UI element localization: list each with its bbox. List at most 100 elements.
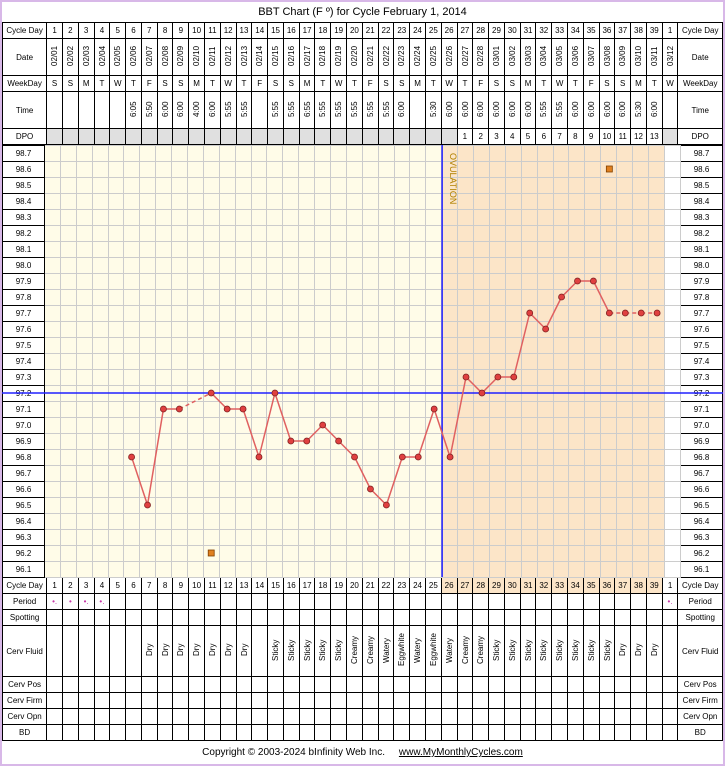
date-cell: 03/06 bbox=[567, 39, 583, 76]
cf-cell: Sticky bbox=[299, 626, 315, 677]
date-cell: 02/27 bbox=[457, 39, 473, 76]
copn-cell bbox=[378, 709, 394, 725]
cfirm-cell bbox=[283, 693, 299, 709]
dpo-cell: 4 bbox=[504, 129, 520, 145]
time-cell: 6:00 bbox=[583, 92, 599, 129]
cfirm-cell bbox=[110, 693, 126, 709]
copn-cell bbox=[347, 709, 363, 725]
copn-cell bbox=[141, 709, 157, 725]
cerv-opn-row: Cerv Opn Cerv Opn bbox=[3, 709, 723, 725]
date-cell: 02/23 bbox=[394, 39, 410, 76]
cp-cell bbox=[441, 677, 457, 693]
spotting-cell bbox=[425, 610, 441, 626]
copn-cell bbox=[441, 709, 457, 725]
cycle-day-cell-b: 35 bbox=[583, 578, 599, 594]
weekday-cell: W bbox=[220, 76, 236, 92]
period-cell: •. bbox=[78, 594, 94, 610]
period-cell bbox=[173, 594, 189, 610]
copn-cell bbox=[157, 709, 173, 725]
time-cell bbox=[410, 92, 426, 129]
cycle-day-cell: 30 bbox=[504, 23, 520, 39]
bd-cell bbox=[283, 725, 299, 741]
dpo-cell bbox=[141, 129, 157, 145]
date-cell: 03/07 bbox=[583, 39, 599, 76]
cycle-day-cell: 1 bbox=[662, 23, 678, 39]
cycle-day-cell-b: 12 bbox=[220, 578, 236, 594]
spotting-cell bbox=[552, 610, 568, 626]
weekday-cell: T bbox=[457, 76, 473, 92]
cycle-day-cell-b: 29 bbox=[489, 578, 505, 594]
cfirm-cell bbox=[631, 693, 647, 709]
row-label-cp-r: Cerv Pos bbox=[678, 677, 723, 693]
cf-cell: Dry bbox=[220, 626, 236, 677]
time-cell: 6:00 bbox=[157, 92, 173, 129]
row-label-period: Period bbox=[3, 594, 47, 610]
cfirm-cell bbox=[662, 693, 678, 709]
row-label-spotting: Spotting bbox=[3, 610, 47, 626]
cf-cell bbox=[126, 626, 142, 677]
period-cell: •. bbox=[94, 594, 110, 610]
cycle-day-cell-b: 28 bbox=[473, 578, 489, 594]
dpo-cell bbox=[220, 129, 236, 145]
period-cell bbox=[283, 594, 299, 610]
cycle-day-cell: 26 bbox=[441, 23, 457, 39]
weekday-cell: S bbox=[173, 76, 189, 92]
bd-cell bbox=[220, 725, 236, 741]
bd-cell bbox=[62, 725, 78, 741]
cp-cell bbox=[599, 677, 615, 693]
weekday-cell: M bbox=[189, 76, 205, 92]
cp-cell bbox=[457, 677, 473, 693]
spotting-cell bbox=[615, 610, 631, 626]
bd-cell bbox=[236, 725, 252, 741]
site-link[interactable]: www.MyMonthlyCycles.com bbox=[399, 747, 523, 758]
time-cell bbox=[78, 92, 94, 129]
date-cell: 02/19 bbox=[331, 39, 347, 76]
time-cell: 6:00 bbox=[567, 92, 583, 129]
dpo-cell bbox=[425, 129, 441, 145]
cfirm-cell bbox=[536, 693, 552, 709]
cf-cell: Sticky bbox=[283, 626, 299, 677]
cycle-day-cell-b: 8 bbox=[157, 578, 173, 594]
time-cell: 6:00 bbox=[599, 92, 615, 129]
weekday-cell: S bbox=[489, 76, 505, 92]
cp-cell bbox=[220, 677, 236, 693]
time-cell: 5:55 bbox=[283, 92, 299, 129]
time-cell: 6:00 bbox=[173, 92, 189, 129]
spotting-cell bbox=[489, 610, 505, 626]
dpo-cell bbox=[236, 129, 252, 145]
weekday-cell: S bbox=[157, 76, 173, 92]
period-cell bbox=[347, 594, 363, 610]
date-cell: 02/06 bbox=[126, 39, 142, 76]
dpo-cell: 2 bbox=[473, 129, 489, 145]
plot-grid: 98.798.798.698.698.598.598.498.498.398.3… bbox=[2, 145, 723, 578]
copn-cell bbox=[520, 709, 536, 725]
spotting-cell bbox=[299, 610, 315, 626]
weekday-cell: M bbox=[78, 76, 94, 92]
cf-cell bbox=[110, 626, 126, 677]
cfirm-cell bbox=[220, 693, 236, 709]
period-cell bbox=[299, 594, 315, 610]
cp-cell bbox=[94, 677, 110, 693]
spotting-cell bbox=[394, 610, 410, 626]
cycle-day-cell: 23 bbox=[394, 23, 410, 39]
cycle-day-cell: 38 bbox=[631, 23, 647, 39]
dpo-cell: 9 bbox=[583, 129, 599, 145]
cycle-day-cell-b: 20 bbox=[347, 578, 363, 594]
copyright-footer: Copyright © 2003-2024 bInfinity Web Inc.… bbox=[2, 741, 723, 764]
cycle-day-cell: 36 bbox=[599, 23, 615, 39]
cf-cell: Dry bbox=[646, 626, 662, 677]
cerv-pos-row: Cerv Pos Cerv Pos bbox=[3, 677, 723, 693]
cerv-fluid-row: Cerv Fluid DryDryDryDryDryDryDryStickySt… bbox=[3, 626, 723, 677]
period-cell bbox=[141, 594, 157, 610]
cp-cell bbox=[646, 677, 662, 693]
spotting-cell bbox=[283, 610, 299, 626]
cycle-day-cell: 20 bbox=[347, 23, 363, 39]
bd-cell bbox=[362, 725, 378, 741]
cycle-day-cell-b: 7 bbox=[141, 578, 157, 594]
cf-cell: Sticky bbox=[489, 626, 505, 677]
cycle-day-row-bottom: Cycle Day 123456789101112131415161718192… bbox=[3, 578, 723, 594]
copn-cell bbox=[410, 709, 426, 725]
cycle-day-cell-b: 1 bbox=[47, 578, 63, 594]
weekday-cell: T bbox=[646, 76, 662, 92]
cycle-day-cell-b: 4 bbox=[94, 578, 110, 594]
